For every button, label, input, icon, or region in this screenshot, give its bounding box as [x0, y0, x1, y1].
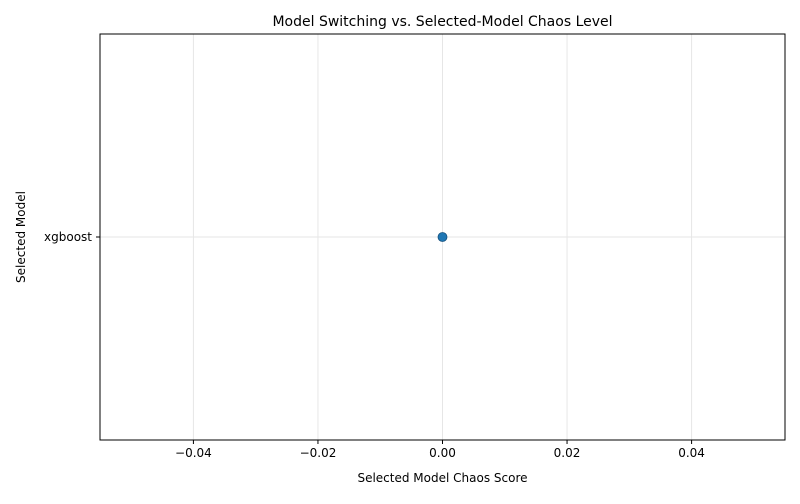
- x-axis-label: Selected Model Chaos Score: [357, 471, 527, 485]
- x-tick-label: 0.02: [554, 446, 581, 460]
- points-layer: [437, 232, 448, 242]
- y-tick-label: xgboost: [44, 230, 92, 244]
- x-axis: −0.04 −0.02 0.00 0.02 0.04: [175, 440, 705, 460]
- x-tick-label: 0.04: [678, 446, 705, 460]
- y-axis: xgboost: [44, 230, 100, 244]
- x-tick-label: −0.02: [300, 446, 337, 460]
- x-tick-label: 0.00: [429, 446, 456, 460]
- chart-title: Model Switching vs. Selected-Model Chaos…: [272, 14, 612, 30]
- x-tick-label: −0.04: [175, 446, 212, 460]
- scatter-point: [437, 232, 448, 242]
- y-axis-label: Selected Model: [14, 191, 28, 283]
